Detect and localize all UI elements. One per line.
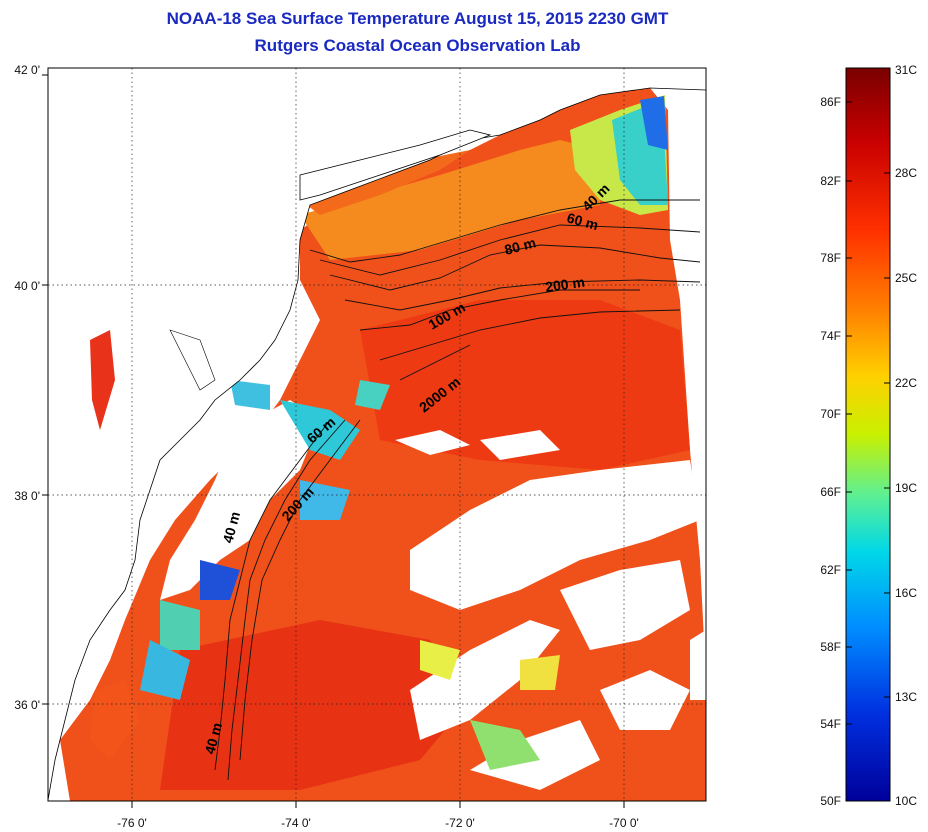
axis-ticks: [42, 74, 625, 808]
colorbar-c-label: 13C: [895, 690, 917, 704]
colorbar-ticks: [846, 67, 890, 725]
lat-tick-label: 40 0': [14, 279, 40, 293]
map-subtitle: Rutgers Coastal Ocean Observation Lab: [254, 36, 581, 55]
bathymetry-contours: [214, 199, 701, 781]
shelf-orange: [300, 140, 600, 260]
colorbar-c-label: 25C: [895, 271, 917, 285]
delaware-bay: [169, 329, 216, 391]
colorbar-f-label: 54F: [820, 717, 841, 731]
colorbar-f-label: 66F: [820, 485, 841, 499]
lat-tick-label: 42 0': [14, 63, 40, 77]
graticule: [48, 68, 706, 801]
land-mass: [48, 68, 706, 801]
contour-label: 60 m: [565, 209, 600, 233]
colorbar-c-label: 19C: [895, 481, 917, 495]
lon-tick-label: -76 0': [117, 816, 147, 830]
map-border: [47, 67, 707, 802]
contour-label: 40 m: [219, 510, 243, 545]
ocean-red-south: [160, 620, 470, 790]
map-title: NOAA-18 Sea Surface Temperature August 1…: [166, 9, 669, 28]
colorbar-f-label: 58F: [820, 640, 841, 654]
coastal-cool-patches: [140, 380, 560, 770]
contour-label: 80 m: [503, 234, 538, 258]
colorbar-c-label: 28C: [895, 166, 917, 180]
pamlico-sound: [90, 680, 140, 760]
colorbar-f-label: 50F: [820, 794, 841, 808]
colorbar-c-label: 10C: [895, 794, 917, 808]
lat-tick-label: 36 0': [14, 698, 40, 712]
sound-water: [300, 150, 470, 215]
ocean-red-band: [360, 300, 690, 470]
colorbar-f-label: 86F: [820, 95, 841, 109]
colorbar-c-label: 22C: [895, 376, 917, 390]
colorbar-f-label: 62F: [820, 563, 841, 577]
colorbar: [845, 67, 891, 802]
colorbar-f-label: 74F: [820, 329, 841, 343]
chesapeake-bay: [90, 330, 115, 430]
colorbar-f-label: 70F: [820, 407, 841, 421]
colorbar-f-label: 82F: [820, 174, 841, 188]
colorbar-c-label: 16C: [895, 586, 917, 600]
colorbar-f-label: 78F: [820, 251, 841, 265]
colorbar-c-label: 31C: [895, 63, 917, 77]
sst-field: [48, 68, 706, 801]
contour-label: 40 m: [201, 721, 225, 756]
lon-tick-label: -74 0': [281, 816, 311, 830]
ocean-warm: [60, 88, 706, 801]
contour-label: 200 m: [544, 274, 586, 295]
lon-tick-label: -70 0': [609, 816, 639, 830]
lat-tick-label: 38 0': [14, 489, 40, 503]
cold-water-blue: [640, 96, 668, 150]
lon-tick-label: -72 0': [445, 816, 475, 830]
